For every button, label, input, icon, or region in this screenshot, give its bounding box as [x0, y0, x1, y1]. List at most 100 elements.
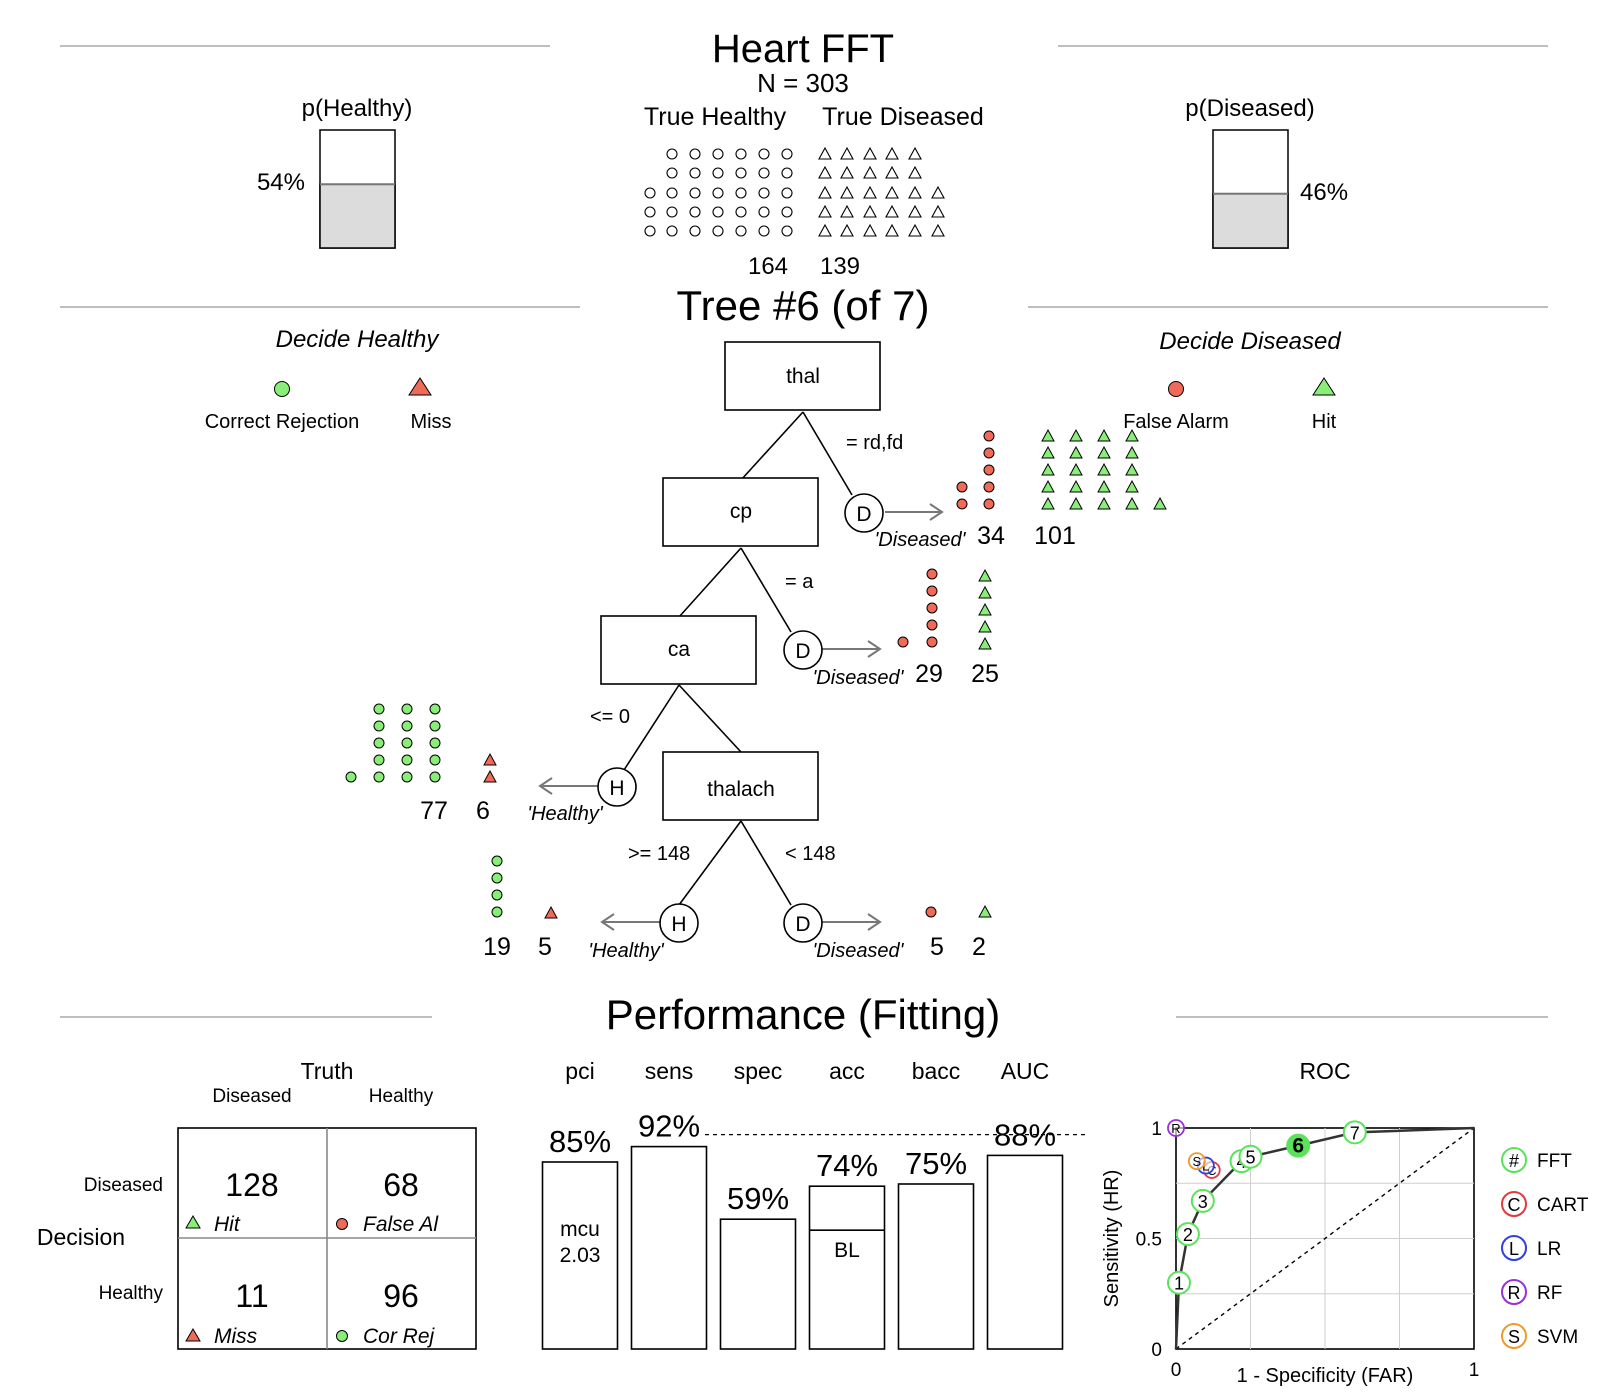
- miss-icon: [185, 1328, 201, 1342]
- healthy-case-icon: [735, 187, 747, 199]
- true-healthy-icon-array: [644, 148, 793, 237]
- exit-count-hits: 2: [972, 933, 986, 961]
- false-alarm-icon: [926, 602, 938, 614]
- exit-node-healthy: [659, 903, 699, 943]
- hit-icon: [978, 636, 992, 650]
- exit-letter: D: [795, 640, 810, 663]
- healthy-case-icon: [644, 187, 656, 199]
- metric-value: 74%: [816, 1148, 878, 1183]
- row-healthy: Healthy: [99, 1283, 164, 1304]
- true-healthy-count: 164: [748, 253, 788, 280]
- false-alarm-icon: [926, 568, 938, 580]
- diseased-case-icon: [885, 165, 899, 179]
- healthy-case-icon: [758, 206, 770, 218]
- diseased-case-icon: [840, 165, 854, 179]
- metric-name: AUC: [1001, 1058, 1050, 1084]
- mcu-value: 2.03: [560, 1244, 601, 1267]
- cue-label: cp: [730, 500, 752, 523]
- healthy-case-icon: [689, 187, 701, 199]
- miss-icon: [408, 377, 432, 396]
- healthy-case-icon: [735, 167, 747, 179]
- fft-roc-point: [1166, 1270, 1191, 1295]
- column-healthy: Healthy: [369, 1086, 434, 1107]
- hit-icon: [1097, 445, 1111, 459]
- diseased-case-icon: [818, 165, 832, 179]
- fft-roc-point-label: 7: [1350, 1123, 1360, 1143]
- exit-letter: H: [609, 777, 624, 800]
- mcu-label: mcu: [560, 1218, 600, 1241]
- correct-rejection-count: 96: [383, 1278, 419, 1314]
- hit-icon: [978, 568, 992, 582]
- false-alarm-label: False Al: [363, 1213, 439, 1236]
- miss-icon: [544, 905, 558, 919]
- false-alarm-icon: [926, 619, 938, 631]
- tree-node-thal: [724, 341, 881, 411]
- metric-name: spec: [734, 1058, 783, 1084]
- hit-icon: [1069, 462, 1083, 476]
- hit-icon: [1153, 496, 1167, 510]
- false-alarm-icon: [983, 464, 995, 476]
- diseased-case-icon: [885, 204, 899, 218]
- decision-label: Decision: [37, 1224, 125, 1250]
- diseased-case-icon: [840, 204, 854, 218]
- healthy-case-icon: [666, 187, 678, 199]
- fft-roc-point-label: 6: [1292, 1135, 1304, 1158]
- exit-label: 'Healthy': [588, 940, 665, 962]
- diseased-case-icon: [818, 204, 832, 218]
- hit-count: 128: [225, 1167, 278, 1203]
- diseased-case-icon: [885, 185, 899, 199]
- hit-icon: [1069, 445, 1083, 459]
- decide-diseased-heading: Decide Diseased: [1159, 328, 1341, 355]
- healthy-case-icon: [712, 167, 724, 179]
- fft-roc-point-label: 3: [1198, 1192, 1208, 1212]
- healthy-case-icon: [781, 206, 793, 218]
- roc-legend-label: CART: [1537, 1195, 1589, 1216]
- exit-label: 'Diseased': [812, 940, 904, 962]
- hit-icon: [978, 602, 992, 616]
- roc-x-tick: 0: [1171, 1360, 1182, 1381]
- exit-count-hits: 25: [971, 660, 999, 688]
- diseased-case-icon: [908, 165, 922, 179]
- correct-rejection-icon: [491, 872, 503, 884]
- diseased-case-icon: [908, 185, 922, 199]
- fft-roc-point-label: 2: [1183, 1225, 1193, 1245]
- correct-rejection-icon: [345, 771, 357, 783]
- exit-arrows: [538, 503, 944, 931]
- exit-node-diseased: [844, 493, 884, 533]
- roc-y-tick: 0.5: [1136, 1230, 1162, 1251]
- p-healthy-label: p(Healthy): [302, 95, 413, 122]
- correct-rejection-icon: [401, 771, 413, 783]
- exit-icon-arrays: [345, 428, 1167, 919]
- diseased-case-icon: [885, 146, 899, 160]
- roc-title: ROC: [1299, 1058, 1350, 1084]
- miss-icon: [483, 752, 497, 766]
- correct-rejection-icon: [429, 720, 441, 732]
- figure-title: Heart FFT: [712, 27, 894, 71]
- healthy-case-icon: [781, 225, 793, 237]
- truth-label: Truth: [301, 1058, 354, 1084]
- hit-icon: [1097, 479, 1111, 493]
- p-diseased-percent: 46%: [1300, 179, 1348, 206]
- false-alarm-icon: [926, 636, 938, 648]
- exit-label: 'Healthy': [527, 803, 604, 825]
- correct-rejection-icon: [491, 855, 503, 867]
- false-alarm-icon: [983, 481, 995, 493]
- exit-node-diseased: [783, 630, 823, 670]
- tree-node-cp: [662, 477, 819, 547]
- exit-count-false-alarms: 5: [930, 933, 944, 961]
- tree-node-thalach: [662, 751, 819, 821]
- false-alarm-count: 68: [383, 1167, 419, 1203]
- hit-icon: [1041, 479, 1055, 493]
- exit-label: 'Diseased': [812, 667, 904, 689]
- performance-title: Performance (Fitting): [606, 991, 1000, 1038]
- healthy-case-icon: [666, 225, 678, 237]
- exit-count-correct-rejections: 77: [420, 797, 448, 825]
- roc-legend-symbol: #: [1509, 1151, 1519, 1171]
- healthy-case-icon: [758, 167, 770, 179]
- metric-bar: [897, 1183, 975, 1350]
- hit-icon: [1097, 428, 1111, 442]
- correct-rejection-icon: [336, 1330, 348, 1342]
- correct-rejection-label: Cor Rej: [363, 1325, 436, 1348]
- miss-label: Miss: [214, 1325, 258, 1348]
